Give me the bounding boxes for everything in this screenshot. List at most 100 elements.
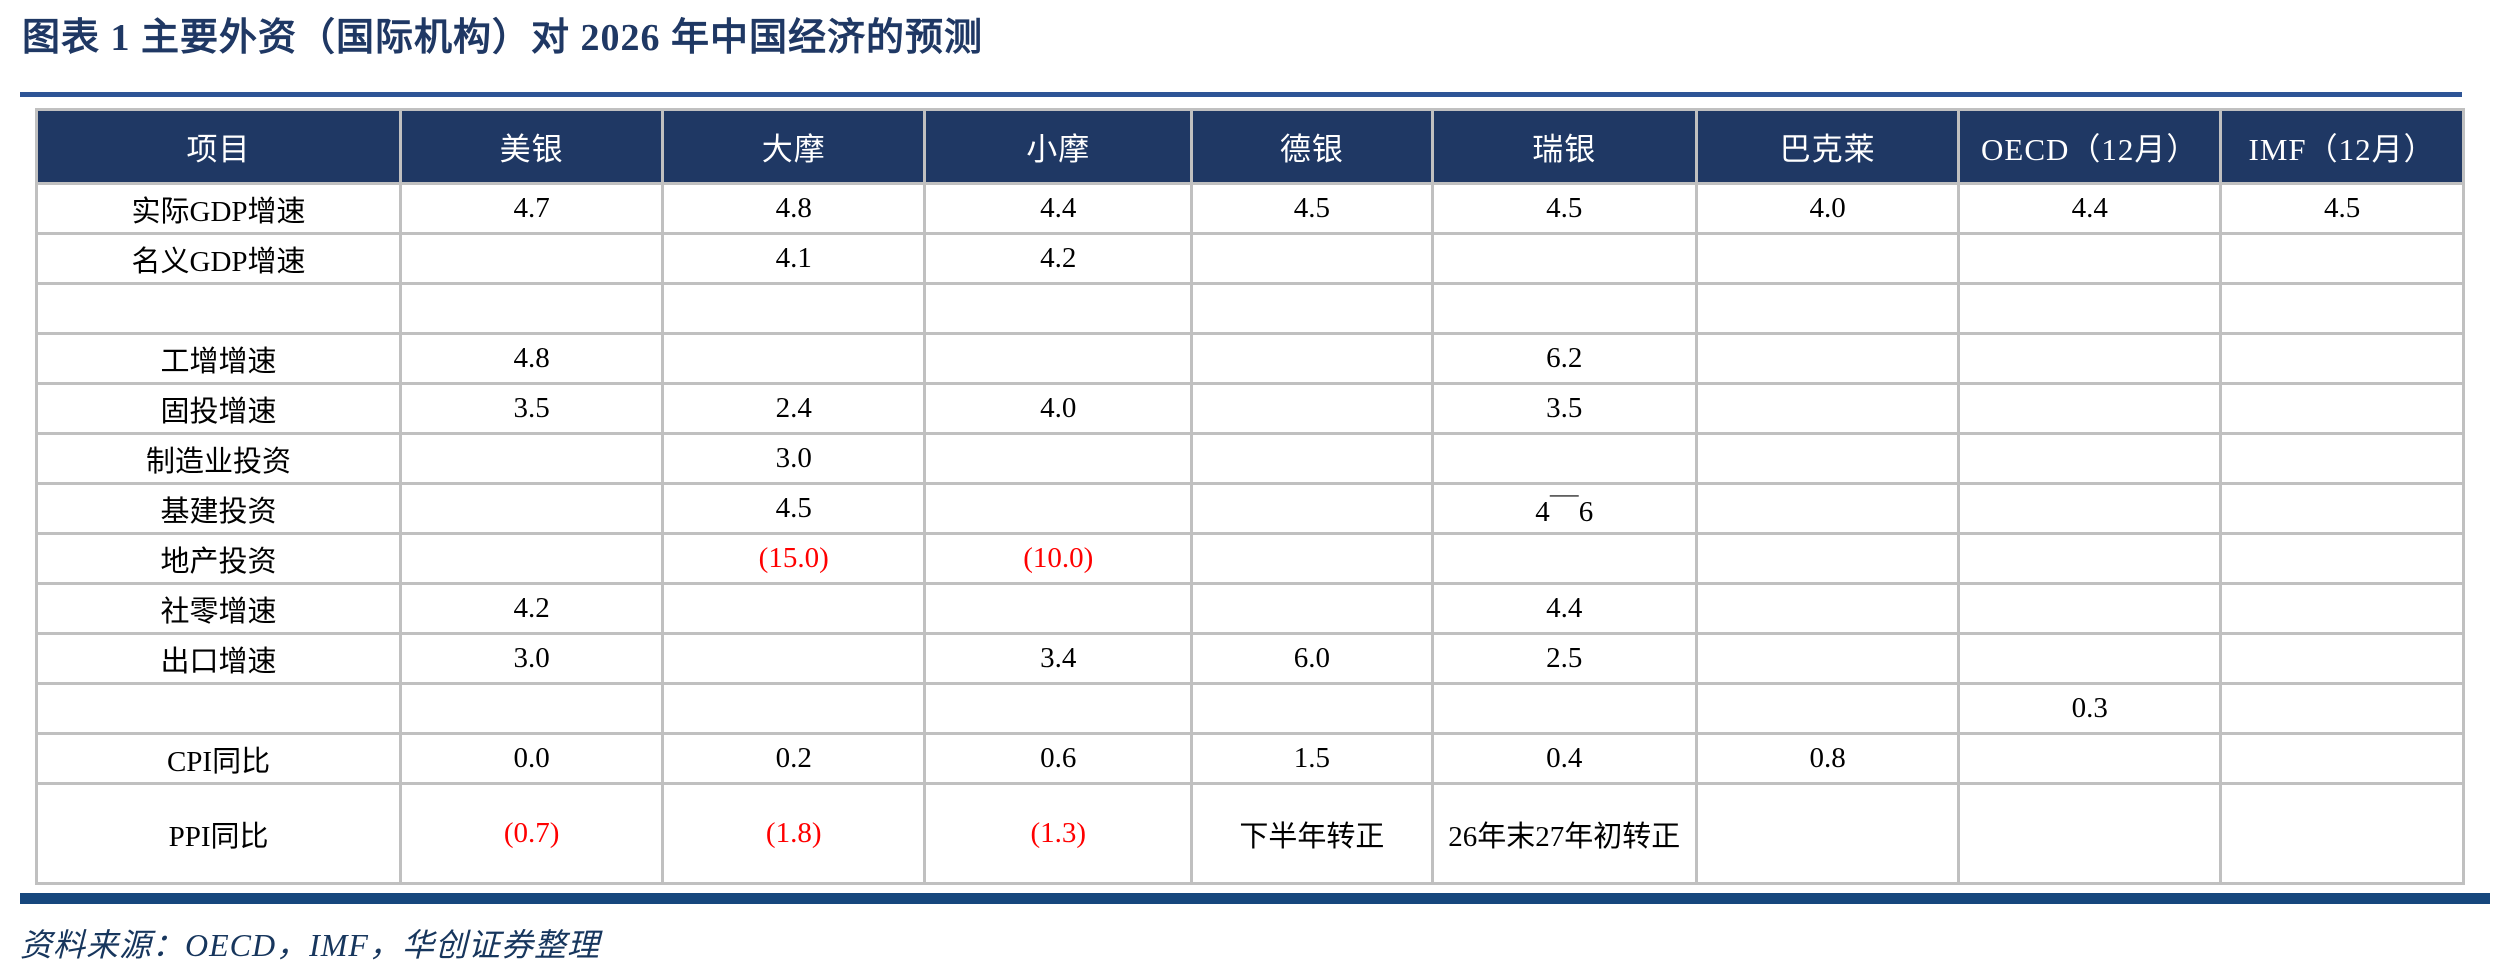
table-header: 项目 美银 大摩 小摩 德银 瑞银 巴克莱 OECD（12月） IMF（12月） xyxy=(34,108,2465,185)
table-cell xyxy=(2219,482,2465,535)
table-cell xyxy=(661,682,927,735)
table-cell xyxy=(923,332,1194,385)
table-cell: 3.0 xyxy=(399,632,665,685)
table-cell xyxy=(1695,282,1961,335)
table-cell: 2.5 xyxy=(1430,632,1699,685)
table-row: 固投增速 3.5 2.4 4.0 3.5 xyxy=(34,382,2465,435)
table-cell xyxy=(1190,532,1434,585)
table-cell xyxy=(661,332,927,385)
table-cell: (0.7) xyxy=(399,782,665,885)
source-note: 资料来源：OECD，IMF，华创证券整理 xyxy=(20,927,600,963)
table-cell xyxy=(1430,532,1699,585)
row-label: 固投增速 xyxy=(34,382,403,435)
table-row: CPI同比 0.0 0.2 0.6 1.5 0.4 0.8 xyxy=(34,732,2465,785)
table-cell xyxy=(1957,432,2223,485)
table-row: 制造业投资 3.0 xyxy=(34,432,2465,485)
table-cell xyxy=(2219,732,2465,785)
table-cell: 4.5 xyxy=(1430,182,1699,235)
table-cell xyxy=(1190,282,1434,335)
table-cell: 下半年转正 xyxy=(1190,782,1434,885)
table-cell xyxy=(399,232,665,285)
table-cell xyxy=(2219,532,2465,585)
table-row: PPI同比 (0.7) (1.8) (1.3) 下半年转正 26年末27年初转正 xyxy=(34,782,2465,885)
header-cell-ms: 大摩 xyxy=(661,108,927,185)
table-cell xyxy=(399,682,665,735)
header-row: 项目 美银 大摩 小摩 德银 瑞银 巴克莱 OECD（12月） IMF（12月） xyxy=(34,108,2465,185)
row-label: 制造业投资 xyxy=(34,432,403,485)
table-cell xyxy=(1695,582,1961,635)
row-label xyxy=(34,282,403,335)
table-cell: 0.8 xyxy=(1695,732,1961,785)
header-cell-barclays: 巴克莱 xyxy=(1695,108,1961,185)
table-cell: 4.5 xyxy=(1190,182,1434,235)
table-cell xyxy=(1957,482,2223,535)
table-row: 实际GDP增速 4.7 4.8 4.4 4.5 4.5 4.0 4.4 4.5 xyxy=(34,182,2465,235)
table-cell xyxy=(661,582,927,635)
table-cell xyxy=(2219,332,2465,385)
table-cell xyxy=(1190,332,1434,385)
header-cell-oecd: OECD（12月） xyxy=(1957,108,2223,185)
table-cell: 4.8 xyxy=(399,332,665,385)
table-body: 实际GDP增速 4.7 4.8 4.4 4.5 4.5 4.0 4.4 4.5 名义GDP增速 4.… xyxy=(34,182,2465,885)
row-label: 名义GDP增速 xyxy=(34,232,403,285)
table-cell xyxy=(2219,432,2465,485)
table-cell xyxy=(1695,682,1961,735)
table-cell xyxy=(399,482,665,535)
table-cell xyxy=(1695,232,1961,285)
table-cell xyxy=(2219,682,2465,735)
table-row: 基建投资 4.5 4￣6 xyxy=(34,482,2465,535)
table-cell: 4.0 xyxy=(923,382,1194,435)
table-cell: 4.4 xyxy=(1430,582,1699,635)
table-cell xyxy=(1957,382,2223,435)
header-cell-item: 项目 xyxy=(34,108,403,185)
table-cell: 3.5 xyxy=(1430,382,1699,435)
row-label: 工增增速 xyxy=(34,332,403,385)
table-cell xyxy=(2219,232,2465,285)
table-cell xyxy=(1695,532,1961,585)
header-cell-db: 德银 xyxy=(1190,108,1434,185)
table-cell xyxy=(1957,582,2223,635)
table-cell: 4.7 xyxy=(399,182,665,235)
table-cell: 0.6 xyxy=(923,732,1194,785)
table-cell: 6.2 xyxy=(1430,332,1699,385)
table-row: 出口增速 3.0 3.4 6.0 2.5 xyxy=(34,632,2465,685)
table-cell: 4.1 xyxy=(661,232,927,285)
row-label: CPI同比 xyxy=(34,732,403,785)
table-cell: 1.5 xyxy=(1190,732,1434,785)
table-cell xyxy=(923,682,1194,735)
table-cell: 4￣6 xyxy=(1430,482,1699,535)
table-cell xyxy=(399,532,665,585)
table-cell: 4.5 xyxy=(661,482,927,535)
table-cell xyxy=(1430,282,1699,335)
table-cell xyxy=(1190,482,1434,535)
table-cell xyxy=(1957,732,2223,785)
table-cell: 2.4 xyxy=(661,382,927,435)
table-cell xyxy=(923,282,1194,335)
table-cell: 4.2 xyxy=(399,582,665,635)
table-cell xyxy=(1190,232,1434,285)
table-cell xyxy=(661,632,927,685)
table-cell xyxy=(1957,282,2223,335)
table-row: 名义GDP增速 4.1 4.2 xyxy=(34,232,2465,285)
row-label: 基建投资 xyxy=(34,482,403,535)
table-cell: 26年末27年初转正 xyxy=(1430,782,1699,885)
table-cell xyxy=(1695,482,1961,535)
table-cell xyxy=(1190,682,1434,735)
table-cell xyxy=(399,282,665,335)
table-row: 工增增速 4.8 6.2 xyxy=(34,332,2465,385)
header-cell-bofa: 美银 xyxy=(399,108,665,185)
header-cell-ubs: 瑞银 xyxy=(1430,108,1699,185)
header-cell-jpm: 小摩 xyxy=(923,108,1194,185)
table-cell xyxy=(1957,632,2223,685)
table-cell xyxy=(1430,232,1699,285)
title-divider xyxy=(20,92,2462,97)
table-cell xyxy=(2219,632,2465,685)
table-cell: 0.2 xyxy=(661,732,927,785)
table-cell: 6.0 xyxy=(1190,632,1434,685)
table-cell xyxy=(1695,382,1961,435)
table-cell: 3.4 xyxy=(923,632,1194,685)
table-cell xyxy=(1957,782,2223,885)
table-cell xyxy=(399,432,665,485)
table-cell: 4.8 xyxy=(661,182,927,235)
